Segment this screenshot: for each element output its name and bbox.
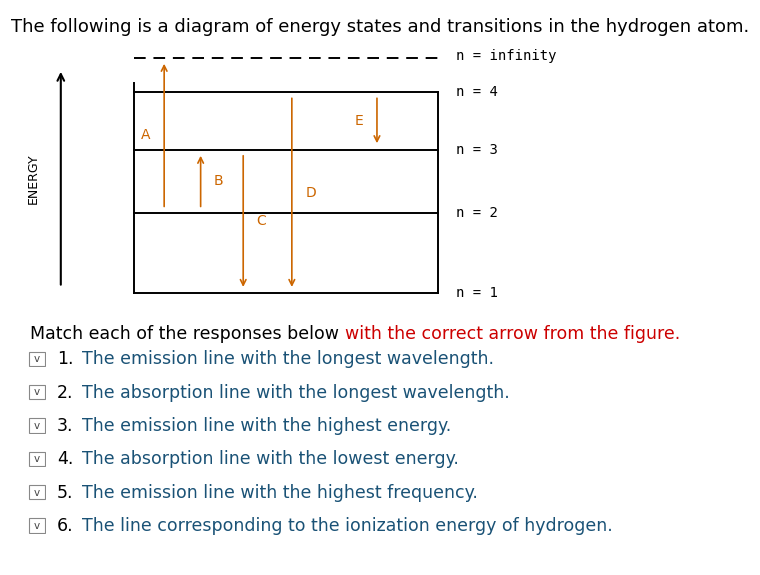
Text: The emission line with the highest frequency.: The emission line with the highest frequ… <box>82 484 478 502</box>
Text: The absorption line with the longest wavelength.: The absorption line with the longest wav… <box>82 384 510 402</box>
Text: The line corresponding to the ionization energy of hydrogen.: The line corresponding to the ionization… <box>82 517 613 535</box>
FancyBboxPatch shape <box>29 351 46 366</box>
FancyBboxPatch shape <box>29 518 46 533</box>
FancyBboxPatch shape <box>29 385 46 400</box>
Text: D: D <box>306 186 316 200</box>
Text: n = 2: n = 2 <box>456 206 498 220</box>
Text: The absorption line with the lowest energy.: The absorption line with the lowest ener… <box>82 450 459 469</box>
Text: with the correct arrow from the figure.: with the correct arrow from the figure. <box>345 325 680 343</box>
FancyBboxPatch shape <box>29 418 46 433</box>
Text: E: E <box>355 114 363 128</box>
Text: v: v <box>34 421 40 431</box>
Text: v: v <box>34 521 40 531</box>
Text: 5.: 5. <box>57 484 74 502</box>
Text: 4.: 4. <box>57 450 74 469</box>
Text: v: v <box>34 488 40 497</box>
Text: The emission line with the longest wavelength.: The emission line with the longest wavel… <box>82 350 494 369</box>
Text: n = 1: n = 1 <box>456 286 498 300</box>
Text: B: B <box>214 174 223 188</box>
FancyBboxPatch shape <box>29 451 46 466</box>
Text: v: v <box>34 388 40 397</box>
Text: The emission line with the highest energy.: The emission line with the highest energ… <box>82 417 451 435</box>
Text: 3.: 3. <box>57 417 74 435</box>
Text: v: v <box>34 354 40 364</box>
Text: ENERGY: ENERGY <box>27 153 40 204</box>
Text: 6.: 6. <box>57 517 74 535</box>
Text: v: v <box>34 454 40 464</box>
Text: 1.: 1. <box>57 350 74 369</box>
FancyBboxPatch shape <box>29 485 46 500</box>
Text: n = 3: n = 3 <box>456 143 498 156</box>
Text: n = infinity: n = infinity <box>456 49 556 63</box>
Text: C: C <box>257 214 266 228</box>
Text: A: A <box>141 128 150 142</box>
Text: 2.: 2. <box>57 384 74 402</box>
Text: The following is a diagram of energy states and transitions in the hydrogen atom: The following is a diagram of energy sta… <box>11 18 749 36</box>
Text: Match each of the responses below: Match each of the responses below <box>30 325 345 343</box>
Text: n = 4: n = 4 <box>456 85 498 99</box>
